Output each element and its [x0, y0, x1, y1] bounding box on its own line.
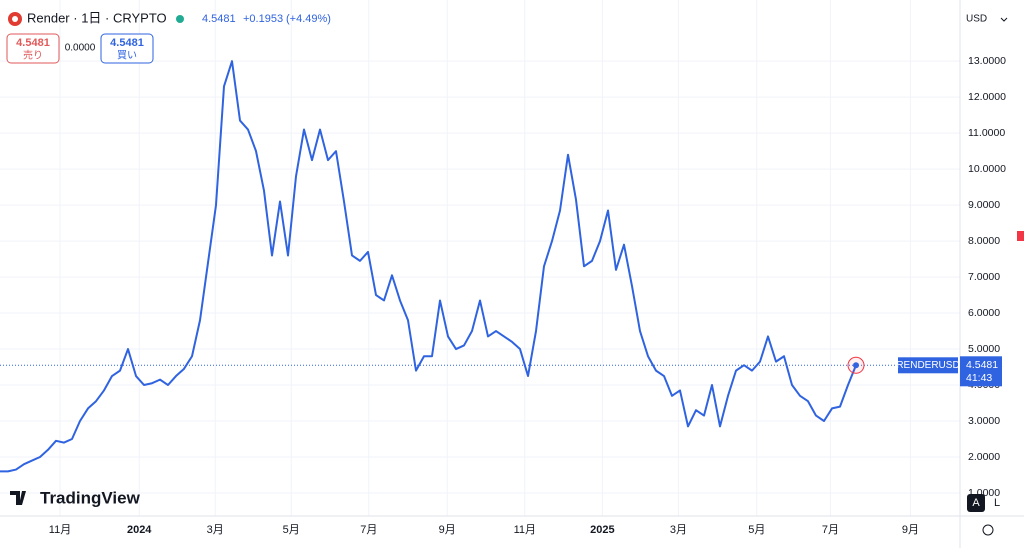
x-tick-label: 9月	[439, 524, 456, 536]
spread: 0.0000	[65, 43, 96, 54]
y-tick-label: 7.0000	[968, 271, 1000, 283]
y-tick-label: 2.0000	[968, 451, 1000, 463]
last-price-box	[960, 356, 1002, 387]
currency[interactable]: USD	[966, 14, 987, 25]
x-tick-label: 11月	[49, 524, 71, 536]
sell-label: 売り	[23, 49, 43, 62]
y-tick-label: 6.0000	[968, 307, 1000, 319]
symbol[interactable]: Render · 1日 · CRYPTO	[27, 10, 167, 25]
price-line	[0, 60, 857, 473]
y-tick-label: 9.0000	[968, 199, 1000, 211]
series-name: RENDERUSD	[896, 360, 959, 371]
x-tick-label: 7月	[360, 524, 377, 536]
x-tick-label: 2025	[590, 524, 614, 536]
change: +0.1953	[243, 13, 283, 25]
buy-button[interactable]	[100, 33, 154, 64]
y-tick-label: 10.0000	[968, 163, 1006, 175]
y-tick-label: 11.0000	[968, 127, 1005, 139]
y-tick-label: 8.0000	[968, 235, 1000, 247]
status-dot	[176, 15, 184, 23]
change-percent: (+4.49%)	[286, 13, 331, 25]
auto-scale[interactable]: A	[972, 497, 980, 509]
y-tick-label: 5.0000	[968, 343, 1000, 355]
axes: 1.00002.00003.00004.00005.00006.00007.00…	[49, 55, 1006, 536]
last-price: 4.5481	[202, 13, 236, 25]
x-tick-label: 7月	[822, 524, 839, 536]
x-tick-label: 5月	[748, 524, 765, 536]
settings-icon[interactable]	[982, 524, 994, 536]
y-tick-label: 13.0000	[968, 55, 1006, 67]
x-tick-label: 9月	[902, 524, 919, 536]
y-tick-label: 3.0000	[968, 415, 1000, 427]
plot	[0, 60, 960, 473]
sell-button[interactable]	[6, 33, 60, 64]
x-tick-label: 2024	[127, 524, 152, 536]
last-point	[853, 362, 859, 369]
x-tick-label: 3月	[670, 524, 687, 536]
x-tick-label: 5月	[283, 524, 300, 536]
logo: TradingView	[40, 488, 141, 507]
buy-label: 買い	[117, 50, 137, 62]
marker	[1017, 231, 1024, 241]
sell-price: 4.5481	[16, 37, 50, 49]
auto-scale-button[interactable]	[967, 494, 985, 512]
logo-icon	[10, 491, 26, 505]
x-tick-label: 11月	[514, 524, 536, 536]
symbol-icon-dot	[12, 16, 18, 22]
buy-price: 4.5481	[110, 37, 144, 49]
series-name-box	[898, 357, 958, 374]
countdown: 41:43	[966, 372, 992, 384]
last-price-label: 4.5481	[966, 359, 998, 371]
log-scale[interactable]: L	[994, 497, 1000, 509]
y-tick-label: 12.0000	[968, 91, 1006, 103]
currency-caret	[1000, 17, 1008, 22]
x-tick-label: 3月	[207, 524, 224, 536]
